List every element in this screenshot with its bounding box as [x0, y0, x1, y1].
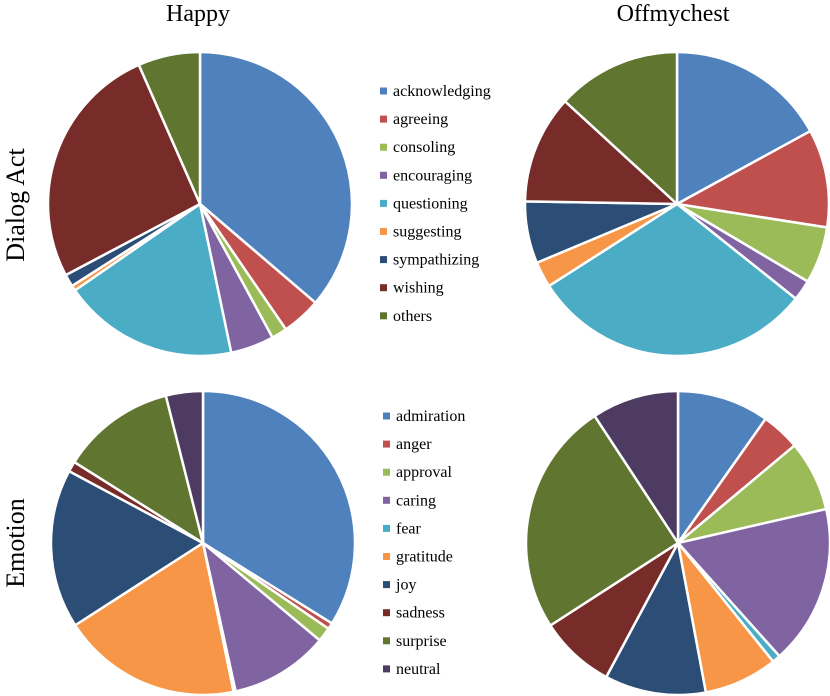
legend-swatch-agreeing: [380, 115, 387, 123]
legend-swatch-questioning: [380, 199, 387, 207]
pie-slice-acknowledging: [198, 50, 354, 305]
pie-slice-wishing: [523, 100, 679, 206]
legend-swatch-sadness: [383, 609, 390, 617]
pie-slice-gratitude: [73, 541, 235, 696]
legend-label-wishing: wishing: [393, 280, 444, 297]
legend-label-questioning: questioning: [393, 195, 468, 212]
pie-slice-surprise: [524, 414, 680, 627]
legend-label-admiration: admiration: [396, 408, 465, 425]
pie-slice-others: [137, 50, 202, 206]
legend-swatch-anger: [383, 440, 390, 448]
pie-slice-questioning: [73, 202, 233, 358]
legend-label-others: others: [393, 308, 432, 325]
legend-label-gratitude: gratitude: [396, 549, 453, 566]
legend-dialog-act: acknowledging agreeing consoling encouragin…: [380, 83, 491, 325]
row-title-dialog-act: Dialog Act: [1, 148, 30, 262]
legend-swatch-joy: [383, 581, 390, 589]
legend-swatch-approval: [383, 468, 390, 476]
legend-label-caring: caring: [396, 492, 436, 509]
pie-slice-joy: [49, 469, 205, 627]
legend-swatch-admiration: [383, 412, 390, 420]
legend-label-consoling: consoling: [393, 139, 455, 156]
legend-label-neutral: neutral: [396, 661, 441, 678]
legend-swatch-suggesting: [380, 228, 387, 235]
legend-swatch-wishing: [380, 284, 387, 292]
legend-label-surprise: surprise: [396, 633, 447, 650]
legend-swatch-caring: [383, 496, 390, 504]
legend-label-sympathizing: sympathizing: [393, 252, 479, 269]
legend-label-sadness: sadness: [396, 605, 445, 622]
legend-label-fear: fear: [396, 520, 422, 537]
pie-slice-caring: [676, 507, 830, 658]
pie-chart-offmychest-dialog-act: [523, 50, 830, 358]
pie-slice-admiration: [676, 389, 767, 545]
legend-label-agreeing: agreeing: [393, 111, 448, 128]
legend-swatch-sympathizing: [380, 256, 387, 264]
legend-swatch-neutral: [383, 665, 390, 673]
pie-slice-joy: [604, 541, 708, 696]
row-title-emotion: Emotion: [1, 498, 30, 588]
pie-slice-wishing: [46, 63, 202, 277]
pie-slice-agreeing: [675, 129, 830, 229]
pie-chart-offmychest-emotion: [524, 389, 830, 696]
pie-chart-happy-dialog-act: [46, 50, 354, 358]
legend-label-suggesting: suggesting: [393, 224, 461, 241]
legend-swatch-surprise: [383, 637, 390, 645]
pie-slice-others: [563, 50, 679, 206]
legend-label-joy: joy: [395, 577, 416, 594]
legend-label-anger: anger: [396, 436, 432, 453]
legend-label-acknowledging: acknowledging: [393, 83, 491, 100]
column-title-offmychest: Offmychest: [617, 1, 730, 27]
legend-swatch-fear: [383, 524, 390, 532]
pie-slice-neutral: [164, 389, 205, 545]
pie-slice-acknowledging: [675, 50, 812, 206]
column-title-happy: Happy: [166, 1, 230, 27]
legend-emotion: admiration anger approval caring fear gratitu…: [383, 408, 465, 678]
legend-swatch-encouraging: [380, 171, 387, 179]
pie-slice-caring: [201, 541, 321, 693]
pie-slice-neutral: [593, 389, 680, 545]
legend-label-approval: approval: [396, 464, 453, 481]
legend-label-encouraging: encouraging: [393, 167, 472, 184]
legend-swatch-acknowledging: [380, 87, 387, 95]
pie-slice-questioning: [547, 202, 798, 358]
legend-swatch-gratitude: [383, 553, 390, 560]
legend-swatch-consoling: [380, 143, 387, 151]
legend-swatch-others: [380, 312, 387, 320]
pie-chart-happy-emotion: [49, 389, 357, 696]
pie-slice-surprise: [73, 394, 205, 545]
